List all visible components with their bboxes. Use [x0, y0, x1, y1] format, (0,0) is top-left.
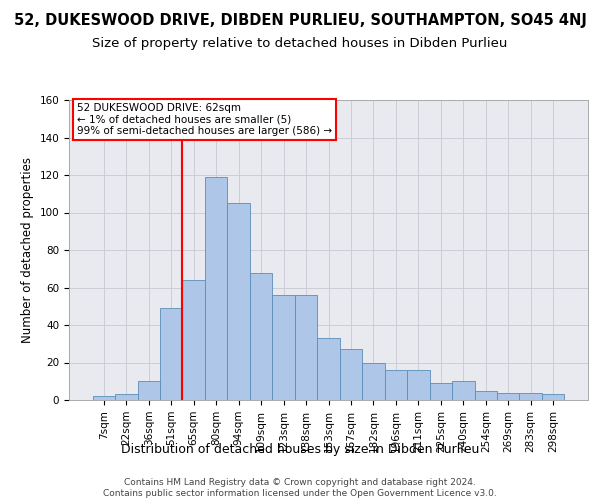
Bar	[475, 390, 497, 400]
Bar	[497, 392, 520, 400]
Bar	[205, 177, 227, 400]
Bar	[137, 381, 160, 400]
Text: Distribution of detached houses by size in Dibden Purlieu: Distribution of detached houses by size …	[121, 442, 479, 456]
Bar	[182, 280, 205, 400]
Text: 52 DUKESWOOD DRIVE: 62sqm
← 1% of detached houses are smaller (5)
99% of semi-de: 52 DUKESWOOD DRIVE: 62sqm ← 1% of detach…	[77, 103, 332, 136]
Text: 52, DUKESWOOD DRIVE, DIBDEN PURLIEU, SOUTHAMPTON, SO45 4NJ: 52, DUKESWOOD DRIVE, DIBDEN PURLIEU, SOU…	[14, 12, 586, 28]
Bar	[430, 383, 452, 400]
Bar	[362, 362, 385, 400]
Bar	[520, 392, 542, 400]
Y-axis label: Number of detached properties: Number of detached properties	[21, 157, 34, 343]
Bar	[385, 370, 407, 400]
Text: Contains HM Land Registry data © Crown copyright and database right 2024.
Contai: Contains HM Land Registry data © Crown c…	[103, 478, 497, 498]
Bar	[407, 370, 430, 400]
Bar	[92, 396, 115, 400]
Bar	[542, 394, 565, 400]
Bar	[160, 308, 182, 400]
Text: Size of property relative to detached houses in Dibden Purlieu: Size of property relative to detached ho…	[92, 38, 508, 51]
Bar	[227, 203, 250, 400]
Bar	[115, 394, 137, 400]
Bar	[250, 272, 272, 400]
Bar	[272, 295, 295, 400]
Bar	[317, 338, 340, 400]
Bar	[340, 350, 362, 400]
Bar	[452, 381, 475, 400]
Bar	[295, 295, 317, 400]
